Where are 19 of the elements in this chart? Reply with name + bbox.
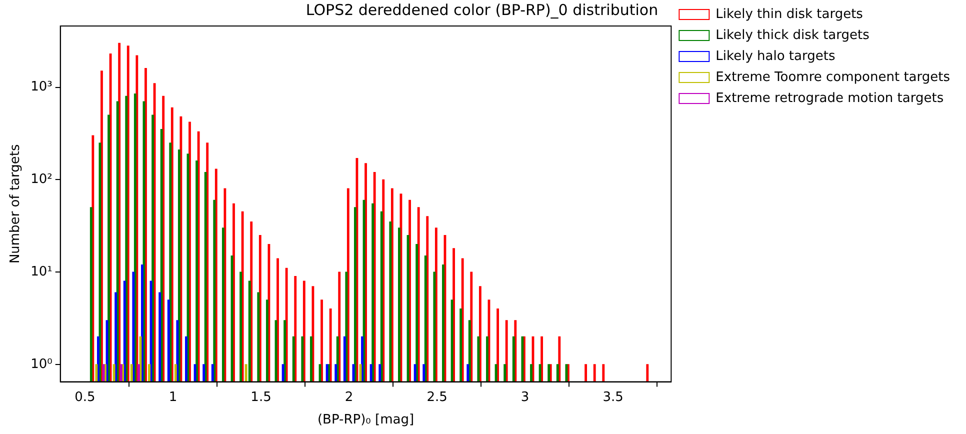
x-tick-label: 1 [168, 390, 178, 405]
x-tick-label: 3.5 [602, 390, 624, 405]
y-tick-label: 10¹ [30, 264, 52, 280]
y-axis-title: Number of targets [8, 144, 24, 264]
legend-label: Likely thick disk targets [716, 28, 870, 43]
legend-label: Extreme Toomre component targets [716, 70, 950, 85]
y-tick-label: 10² [30, 172, 52, 188]
x-tick-label: 2.5 [426, 390, 448, 405]
x-tick-label: 1.5 [250, 390, 272, 405]
chart-title: LOPS2 dereddened color (BP-RP)_0 distribution [306, 0, 658, 19]
legend-label: Likely halo targets [716, 48, 836, 64]
legend-label: Likely thin disk targets [716, 6, 864, 22]
x-axis-title: (BP-RP)₀ [mag] [317, 412, 414, 428]
legend-label: Extreme retrograde motion targets [716, 90, 944, 106]
y-tick-label: 10⁰ [30, 356, 52, 372]
x-tick-label: 0.5 [74, 390, 96, 405]
y-tick-label: 10³ [30, 80, 52, 95]
x-tick-label: 2 [344, 390, 354, 405]
x-tick-label: 3 [520, 390, 530, 405]
